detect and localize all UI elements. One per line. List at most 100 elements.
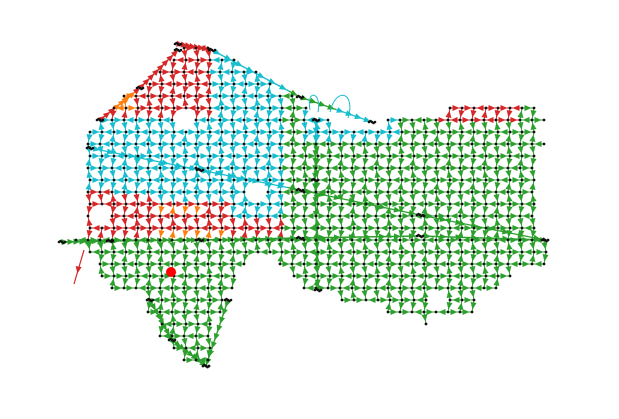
direction-arrow (481, 218, 488, 226)
intersection-node (218, 190, 222, 194)
direction-arrow (318, 165, 326, 171)
direction-arrow (362, 194, 369, 202)
direction-arrow (493, 254, 500, 262)
intersection-node (532, 202, 536, 206)
intersection-node (206, 118, 210, 122)
intersection-node (422, 142, 426, 146)
direction-arrow (206, 122, 213, 130)
direction-arrow (169, 74, 176, 82)
direction-arrow (110, 158, 117, 166)
direction-arrow (234, 117, 242, 123)
intersection-node (148, 202, 152, 206)
direction-arrow (272, 201, 280, 207)
direction-arrow (134, 134, 141, 142)
intersection-node (266, 166, 270, 170)
direction-arrow (229, 254, 236, 262)
intersection-node (160, 250, 164, 254)
direction-arrow (428, 201, 436, 207)
direction-arrow (332, 153, 340, 159)
direction-arrow (338, 254, 345, 262)
direction-arrow (366, 165, 374, 171)
direction-arrow (224, 201, 232, 207)
intersection-node (194, 286, 198, 290)
intersection-node (122, 286, 126, 290)
direction-arrow (171, 49, 179, 57)
intersection-node (520, 154, 524, 158)
intersection-node (208, 202, 212, 206)
direction-arrow (278, 83, 287, 90)
direction-arrow (217, 290, 224, 298)
intersection-node (218, 142, 222, 146)
intersection-node (158, 310, 162, 314)
intersection-node (424, 154, 428, 158)
direction-arrow (86, 134, 93, 142)
intersection-node (302, 262, 306, 266)
intersection-node (196, 178, 200, 182)
direction-arrow (145, 122, 152, 130)
direction-arrow (152, 201, 160, 207)
direction-arrow (362, 242, 369, 250)
intersection-node (400, 298, 404, 302)
direction-arrow (302, 206, 309, 214)
intersection-node (254, 70, 258, 74)
direction-arrow (476, 177, 484, 183)
direction-arrow (330, 285, 338, 291)
direction-arrow (308, 225, 316, 231)
direction-arrow (438, 117, 446, 123)
intersection-node (134, 118, 138, 122)
direction-arrow (254, 206, 261, 214)
intersection-node (508, 226, 512, 230)
direction-arrow (362, 158, 369, 166)
intersection-node (530, 118, 534, 122)
direction-arrow (486, 165, 494, 171)
intersection-node (532, 154, 536, 158)
direction-arrow (284, 105, 292, 111)
direction-arrow (302, 278, 309, 286)
direction-arrow (350, 182, 357, 190)
direction-arrow (277, 194, 284, 202)
direction-arrow (386, 290, 393, 298)
direction-arrow (186, 309, 194, 315)
direction-arrow (186, 189, 194, 195)
direction-arrow (374, 182, 381, 190)
direction-arrow (373, 158, 380, 166)
direction-arrow (146, 86, 153, 94)
direction-arrow (374, 230, 381, 238)
intersection-node (184, 178, 188, 182)
intersection-node (136, 130, 140, 134)
direction-arrow (150, 141, 158, 147)
direction-arrow (158, 326, 165, 334)
direction-arrow (493, 194, 500, 202)
direction-arrow (217, 122, 224, 130)
direction-arrow (373, 146, 380, 154)
direction-arrow (301, 146, 308, 154)
direction-arrow (378, 213, 386, 219)
intersection-node (160, 226, 164, 230)
direction-arrow (470, 242, 477, 250)
intersection-node (484, 154, 488, 158)
intersection-node (362, 142, 366, 146)
direction-arrow (188, 153, 196, 159)
intersection-node (362, 214, 366, 218)
direction-arrow (142, 78, 150, 86)
intersection-node (436, 178, 440, 182)
direction-arrow (505, 218, 512, 226)
direction-arrow (354, 285, 362, 291)
intersection-node (206, 310, 210, 314)
intersection-node (244, 250, 248, 254)
intersection-node (448, 178, 452, 182)
direction-arrow (481, 158, 488, 166)
direction-arrow (482, 182, 489, 190)
intersection-node (340, 154, 344, 158)
intersection-node (194, 214, 198, 218)
direction-arrow (318, 189, 326, 195)
intersection-node (422, 118, 426, 122)
direction-arrow (312, 150, 319, 158)
direction-arrow (361, 134, 368, 142)
direction-arrow (494, 122, 501, 130)
direction-arrow (277, 98, 284, 106)
direction-arrow (422, 302, 429, 310)
direction-arrow (314, 265, 321, 273)
direction-arrow (421, 146, 428, 154)
direction-arrow (290, 206, 297, 214)
